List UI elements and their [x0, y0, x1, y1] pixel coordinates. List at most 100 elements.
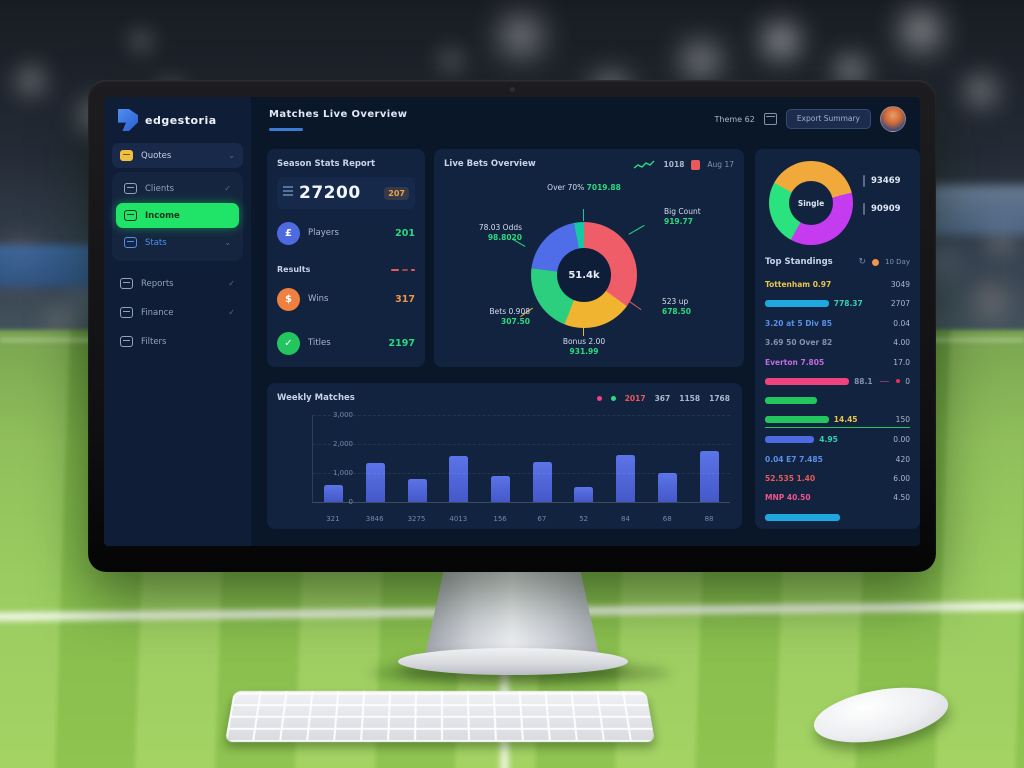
monitor-stand-neck	[424, 556, 600, 660]
bar-chart-legend: 2017 367 1158 1768	[596, 394, 730, 403]
stat-value: 317	[395, 293, 415, 305]
legend-separator	[863, 203, 865, 215]
title-underline	[269, 128, 303, 131]
stat-value: 201	[395, 227, 415, 239]
dashboard-screen: edgestoria Quotes ⌄ Clients ✓	[104, 97, 920, 546]
keyboard	[225, 690, 655, 742]
sidebar-item-filters[interactable]: Filters	[112, 329, 243, 354]
monitor-camera-dot	[510, 87, 515, 92]
legend-dot-pink	[596, 396, 602, 401]
card-icon	[124, 237, 137, 248]
donut-chart: 51.4k	[531, 222, 637, 328]
bar-chart-title: Weekly Matches	[277, 393, 355, 403]
stat-label: Titles	[308, 338, 331, 348]
standings-title: Top Standings	[765, 257, 833, 267]
sidebar: edgestoria Quotes ⌄ Clients ✓	[104, 97, 251, 546]
callout-line	[628, 224, 645, 236]
small-donut-chart: Single	[769, 161, 853, 245]
logo-text: edgestoria	[145, 113, 217, 127]
sidebar-item-finance[interactable]: Finance ✓	[112, 300, 243, 325]
right-panel: Single 93469 90909 Top Standings ↻ 10 Da…	[755, 149, 920, 529]
sidebar-item-income-active[interactable]: Income	[116, 203, 239, 228]
metric-icon	[283, 186, 293, 200]
sidebar-item-stats[interactable]: Stats ⌄	[116, 230, 239, 255]
progress-bar	[765, 513, 841, 521]
progress-bar	[765, 377, 850, 385]
progress-bar	[765, 436, 815, 444]
card-icon	[120, 307, 133, 318]
list-item[interactable]: 4.95 0.00	[765, 432, 910, 447]
sidebar-item-label: Clients	[145, 183, 175, 194]
bar-chart-plot: 3,000 2,000 1,000 0	[312, 411, 730, 506]
red-dot	[896, 379, 901, 384]
list-item[interactable]: 0.04 E7 7.485 420	[765, 454, 910, 464]
calendar-icon[interactable]	[763, 113, 777, 125]
sidebar-item-reports[interactable]: Reports ✓	[112, 271, 243, 296]
bar	[574, 487, 594, 502]
logo: edgestoria	[104, 97, 251, 131]
list-item[interactable]: 3.20 at 5 Div 85 0.04	[765, 318, 910, 328]
stat-value: 2197	[388, 337, 415, 349]
stadium-banner-left	[0, 245, 100, 287]
export-button[interactable]: Export Summary	[785, 109, 871, 129]
bar	[407, 479, 427, 502]
stat-row-wins: $ Wins 317	[277, 287, 415, 311]
page-title: Matches Live Overview	[269, 109, 408, 120]
callout-line	[583, 323, 585, 336]
callout-line	[879, 380, 890, 382]
section-dashes	[391, 268, 415, 271]
stadium-banner-right	[930, 185, 1024, 235]
card-icon	[120, 150, 133, 161]
bar	[324, 485, 344, 502]
stat-label: Players	[308, 228, 339, 238]
callout-bottom: Bonus 2.00 931.99	[562, 337, 606, 356]
refresh-icon[interactable]: ↻	[858, 257, 867, 267]
callout-line	[627, 299, 642, 311]
bar	[491, 476, 511, 502]
big-metric-badge: 207	[384, 186, 409, 200]
crowd-blur	[0, 0, 2, 2]
list-item[interactable]: MNP 40.50 4.50	[765, 493, 910, 503]
sidebar-group: Clients ✓ Income Stats ⌄	[112, 172, 243, 261]
list-item[interactable]: 52.535 1.40 6.00	[765, 473, 910, 483]
check-icon: ✓	[224, 184, 231, 193]
list-item[interactable]: Tottenham 0.97 3049	[765, 280, 910, 289]
bar-chart-card: Weekly Matches 2017 367 1158 1768	[267, 383, 742, 529]
small-donut-legend: 93469 90909	[863, 175, 901, 231]
list-item[interactable]: Everton 7.805 17.0	[765, 357, 910, 367]
donut-center-label: 51.4k	[557, 248, 611, 302]
sidebar-item-label: Filters	[141, 336, 167, 347]
progress-bar	[765, 397, 818, 405]
card-icon	[124, 183, 137, 194]
sidebar-item-clients[interactable]: Clients ✓	[116, 176, 239, 201]
list-item[interactable]: 3.69 50 Over 82 4.00	[765, 338, 910, 348]
callout-top: Over 70% 7019.88	[547, 183, 621, 192]
standings-list: Tottenham 0.97 3049 778.37 2707 3.20 at …	[765, 277, 910, 529]
check-icon: ✓	[228, 279, 235, 288]
top-header: Matches Live Overview Theme 62 Export Su…	[251, 97, 920, 143]
chevron-down-icon: ⌄	[224, 238, 231, 247]
list-item[interactable]: 88.1 0	[765, 374, 910, 389]
callout-left: 78.03 Odds 98.8020	[478, 223, 522, 242]
gridline	[313, 415, 730, 416]
sidebar-item-label: Income	[145, 210, 180, 221]
list-item[interactable]	[765, 393, 910, 408]
list-item[interactable]	[765, 510, 910, 525]
header-actions: Theme 62 Export Summary	[714, 106, 906, 132]
sidebar-item-quotes[interactable]: Quotes ⌄	[112, 143, 243, 168]
stat-label: Wins	[308, 294, 329, 304]
sidebar-item-label: Finance	[141, 307, 174, 318]
monitor: edgestoria Quotes ⌄ Clients ✓	[88, 80, 936, 572]
stat-row-titles: ✓ Titles 2197	[277, 331, 415, 355]
list-item[interactable]: 14.45 150	[765, 413, 910, 428]
legend-dot-green	[610, 396, 616, 401]
list-item[interactable]: 778.37 2707	[765, 296, 910, 311]
pound-icon: £	[277, 221, 300, 245]
dollar-icon: $	[277, 287, 300, 311]
progress-bar	[765, 416, 829, 424]
bar	[366, 462, 386, 502]
bar	[616, 455, 636, 502]
avatar[interactable]	[880, 106, 906, 132]
section-title: Results	[277, 265, 311, 274]
sparkline-icon	[633, 160, 655, 169]
